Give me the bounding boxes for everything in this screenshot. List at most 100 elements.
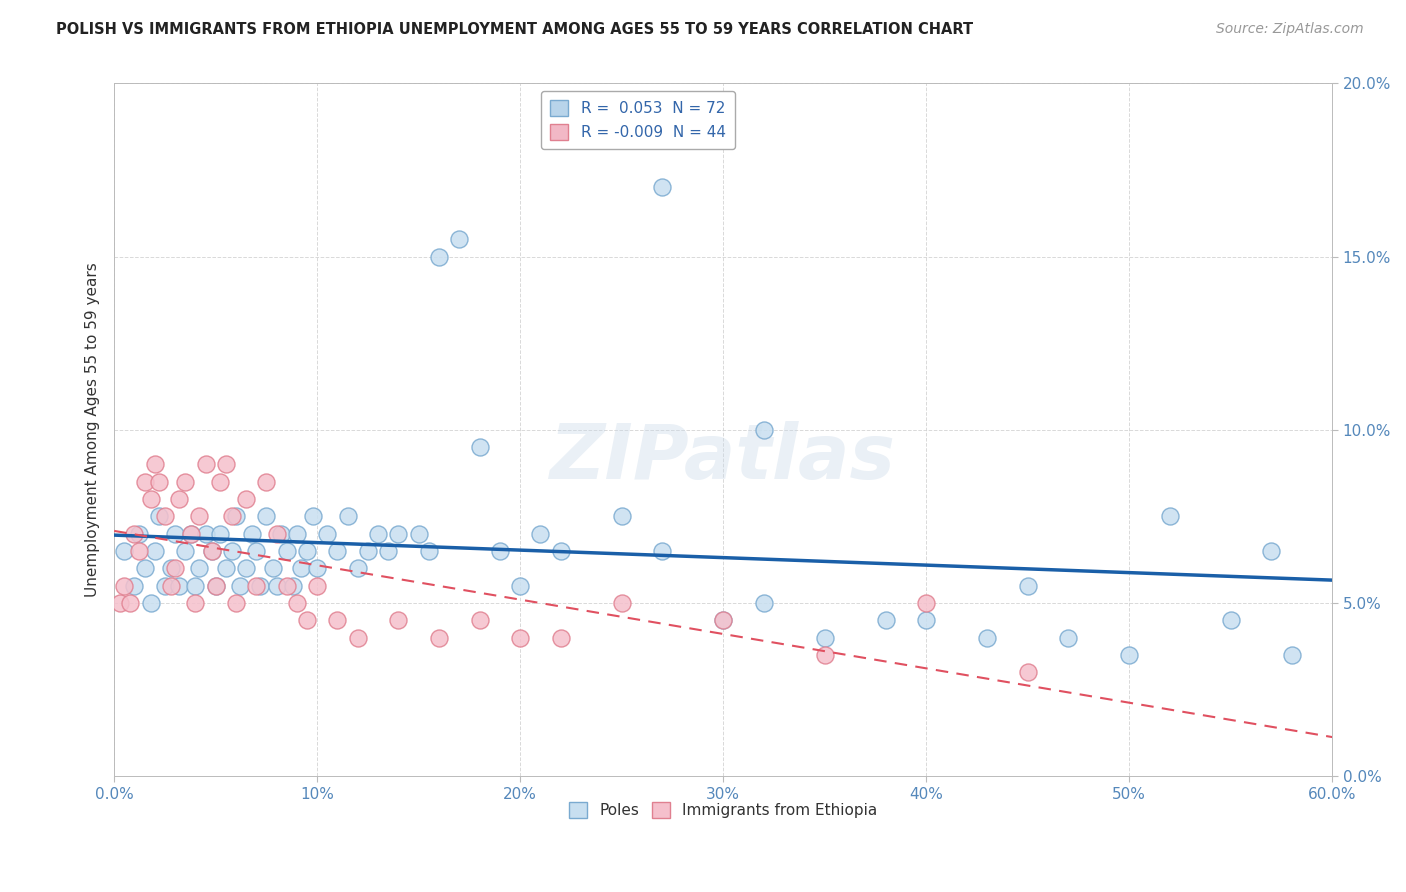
Point [468, 440, 491, 454]
Point [529, 526, 551, 541]
Point [153, 509, 176, 524]
Point [180, 526, 202, 541]
Point [550, 631, 572, 645]
Point [276, 579, 298, 593]
Point [245, 579, 267, 593]
Point [266, 526, 288, 541]
Point [285, 596, 308, 610]
Point [143, 544, 166, 558]
Point [165, 526, 187, 541]
Point [1017, 579, 1039, 593]
Text: ZIPatlas: ZIPatlas [550, 420, 896, 494]
Point [174, 475, 197, 489]
Point [262, 561, 284, 575]
Point [387, 526, 409, 541]
Point [208, 475, 231, 489]
Point [221, 544, 243, 558]
Point [143, 458, 166, 472]
Point [184, 579, 207, 593]
Point [110, 596, 132, 610]
Point [266, 579, 288, 593]
Point [165, 561, 187, 575]
Point [188, 561, 211, 575]
Point [120, 596, 142, 610]
Point [208, 526, 231, 541]
Point [307, 561, 329, 575]
Point [245, 544, 267, 558]
Point [346, 631, 368, 645]
Point [112, 579, 135, 593]
Point [326, 544, 349, 558]
Point [295, 613, 318, 627]
Point [346, 561, 368, 575]
Point [326, 613, 349, 627]
Point [290, 561, 312, 575]
Point [377, 544, 399, 558]
Point [128, 526, 150, 541]
Point [285, 526, 308, 541]
Point [651, 180, 673, 194]
Point [194, 458, 217, 472]
Point [711, 613, 734, 627]
Point [1118, 648, 1140, 662]
Point [204, 579, 226, 593]
Point [1281, 648, 1303, 662]
Point [201, 544, 224, 558]
Point [711, 613, 734, 627]
Point [302, 509, 325, 524]
Point [427, 631, 450, 645]
Point [449, 232, 471, 246]
Point [180, 526, 202, 541]
Point [976, 631, 998, 645]
Y-axis label: Unemployment Among Ages 55 to 59 years: Unemployment Among Ages 55 to 59 years [86, 262, 100, 597]
Point [915, 596, 938, 610]
Point [1260, 544, 1282, 558]
Point [201, 544, 224, 558]
Point [134, 475, 156, 489]
Point [270, 526, 292, 541]
Point [249, 579, 271, 593]
Point [225, 509, 247, 524]
Point [408, 526, 430, 541]
Point [814, 631, 837, 645]
Point [651, 544, 673, 558]
Point [139, 492, 162, 507]
Point [509, 631, 531, 645]
Point [1159, 509, 1181, 524]
Point [148, 475, 170, 489]
Point [752, 423, 775, 437]
Point [367, 526, 389, 541]
Point [610, 596, 633, 610]
Point [128, 544, 150, 558]
Point [215, 561, 238, 575]
Point [184, 596, 207, 610]
Point [550, 544, 572, 558]
Point [204, 579, 226, 593]
Point [357, 544, 380, 558]
Point [188, 509, 211, 524]
Point [489, 544, 512, 558]
Point [124, 579, 146, 593]
Point [256, 475, 278, 489]
Point [295, 544, 318, 558]
Point [229, 579, 252, 593]
Point [174, 544, 197, 558]
Point [124, 526, 146, 541]
Point [160, 561, 183, 575]
Point [225, 596, 247, 610]
Point [915, 613, 938, 627]
Point [1057, 631, 1080, 645]
Point [814, 648, 837, 662]
Point [256, 509, 278, 524]
Point [167, 492, 190, 507]
Point [153, 579, 176, 593]
Point [167, 579, 190, 593]
Point [276, 544, 298, 558]
Point [139, 596, 162, 610]
Text: POLISH VS IMMIGRANTS FROM ETHIOPIA UNEMPLOYMENT AMONG AGES 55 TO 59 YEARS CORREL: POLISH VS IMMIGRANTS FROM ETHIOPIA UNEMP… [56, 22, 973, 37]
Point [752, 596, 775, 610]
Point [240, 526, 263, 541]
Point [336, 509, 359, 524]
Point [160, 579, 183, 593]
Point [509, 579, 531, 593]
